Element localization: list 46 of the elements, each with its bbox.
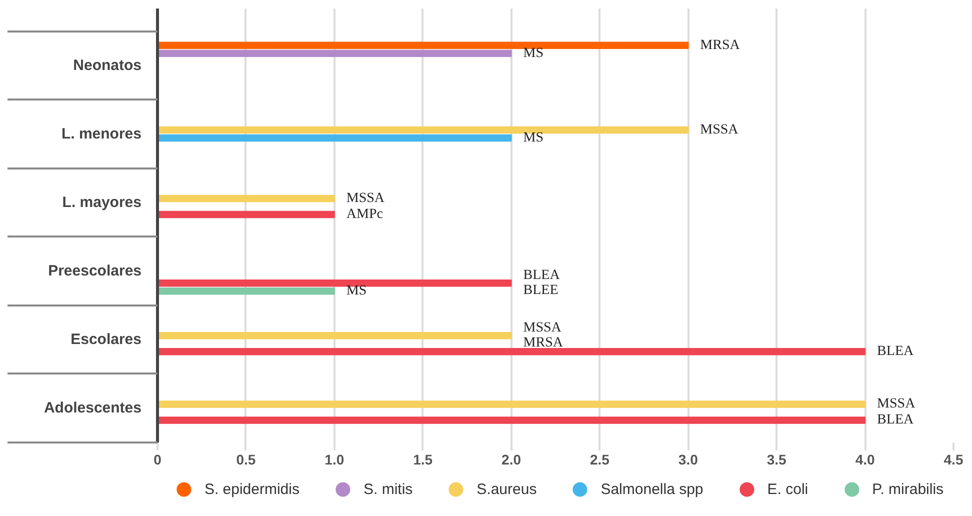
- bar: [158, 400, 866, 408]
- data-label: MSSA: [700, 122, 740, 138]
- bar: [158, 194, 335, 202]
- x-tick-label: 1.0: [324, 452, 344, 468]
- legend-label: S. mitis: [363, 480, 413, 498]
- bar: [158, 287, 335, 295]
- x-tick-label: 3.0: [678, 452, 698, 468]
- legend-label: P. mirabilis: [872, 480, 944, 498]
- legend-label: Salmonella spp: [600, 480, 704, 498]
- data-label: MSSA: [877, 396, 916, 412]
- bar: [158, 42, 689, 50]
- data-label: BLEA BLEE: [523, 268, 561, 298]
- bar: [158, 126, 689, 134]
- y-tick-label: L. menores: [61, 125, 142, 142]
- x-tick-label: 4.0: [855, 452, 875, 468]
- data-label: MRSA: [700, 38, 741, 53]
- y-tick-label: L. mayores: [62, 194, 142, 212]
- legend-label: E. coli: [767, 480, 808, 498]
- data-label: MS: [346, 284, 367, 299]
- data-label: BLEA: [877, 412, 914, 428]
- x-tick-label: 2.0: [502, 452, 522, 468]
- x-tick-label: 4.5: [944, 452, 964, 468]
- x-tick-label: 0: [154, 452, 162, 468]
- y-tick-label: Preescolares: [48, 262, 142, 280]
- y-tick-label: Escolares: [70, 331, 142, 348]
- data-label: MS: [523, 130, 544, 146]
- y-tick-label: Neonatos: [73, 56, 142, 74]
- x-tick-label: 2.5: [590, 452, 610, 468]
- bar: [158, 279, 512, 287]
- bar: [158, 50, 512, 58]
- bar: [158, 210, 335, 218]
- data-label: AMPc: [346, 207, 383, 222]
- data-label: MSSA: [346, 191, 386, 206]
- bar: [158, 348, 866, 356]
- legend-label: S. epidermidis: [204, 480, 300, 498]
- bar: [158, 332, 512, 340]
- y-tick-label: Adolescentes: [44, 400, 142, 417]
- data-label: MS: [523, 46, 544, 61]
- bar: [158, 416, 866, 424]
- x-tick-label: 3.5: [766, 452, 787, 468]
- x-tick-label: 0.5: [236, 452, 256, 468]
- legend-label: S.aureus: [476, 480, 537, 498]
- bar: [158, 134, 512, 142]
- data-label: MSSA MRSA: [523, 320, 564, 351]
- data-label: BLEA: [877, 344, 914, 360]
- x-tick-label: 1.5: [413, 452, 433, 468]
